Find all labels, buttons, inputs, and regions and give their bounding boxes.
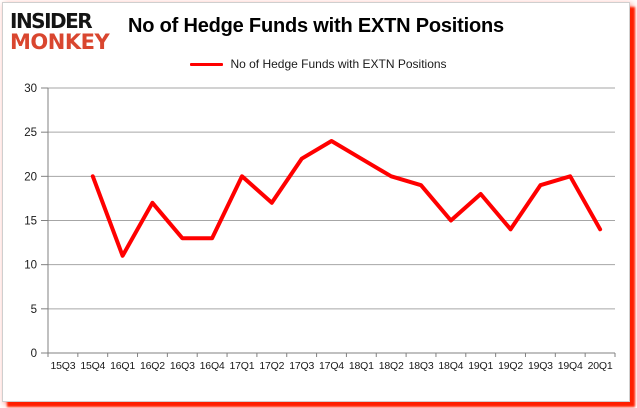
series-line: [90, 139, 603, 258]
y-axis-label: 20: [24, 171, 37, 183]
x-axis-label: 18Q4: [438, 360, 463, 372]
x-axis-label: 19Q3: [528, 360, 553, 372]
chart-title: No of Hedge Funds with EXTN Positions: [128, 15, 504, 37]
y-axis-label: 30: [24, 83, 37, 95]
x-axis-label: 19Q2: [498, 360, 523, 372]
x-axis-label: 18Q2: [379, 360, 404, 372]
x-axis-label: 19Q4: [558, 360, 583, 372]
x-axis-label: 20Q1: [588, 360, 613, 372]
x-axis-label: 18Q3: [409, 360, 434, 372]
x-axis-label: 16Q2: [140, 360, 165, 372]
x-axis-label: 18Q1: [349, 360, 374, 372]
x-axis-label: 17Q4: [319, 360, 344, 372]
x-axis-label: 15Q4: [80, 360, 105, 372]
y-axis-label: 15: [24, 216, 37, 228]
legend-label: No of Hedge Funds with EXTN Positions: [230, 57, 447, 71]
x-axis-label: 16Q3: [170, 360, 195, 372]
x-axis-label: 16Q1: [110, 360, 135, 372]
x-axis-label: 17Q3: [289, 360, 314, 372]
y-axis-label: 10: [24, 260, 37, 272]
x-axis-label: 19Q1: [468, 360, 493, 372]
y-axis-label: 5: [31, 304, 37, 316]
chart-frame: [2, 2, 630, 402]
x-axis-label: 15Q3: [50, 360, 75, 372]
legend-line-swatch: [190, 62, 224, 66]
y-axis-label: 0: [31, 348, 37, 360]
logo-line-monkey: MONKEY: [10, 30, 110, 54]
logo-line-insider: INSIDER: [10, 9, 93, 33]
insider-monkey-logo: INSIDER MONKEY: [10, 9, 110, 54]
x-axis-label: 16Q4: [200, 360, 225, 372]
x-axis-label: 17Q2: [259, 360, 284, 372]
legend: No of Hedge Funds with EXTN Positions: [0, 57, 637, 71]
x-axis-label: 17Q1: [230, 360, 255, 372]
y-axis-label: 25: [24, 127, 37, 139]
